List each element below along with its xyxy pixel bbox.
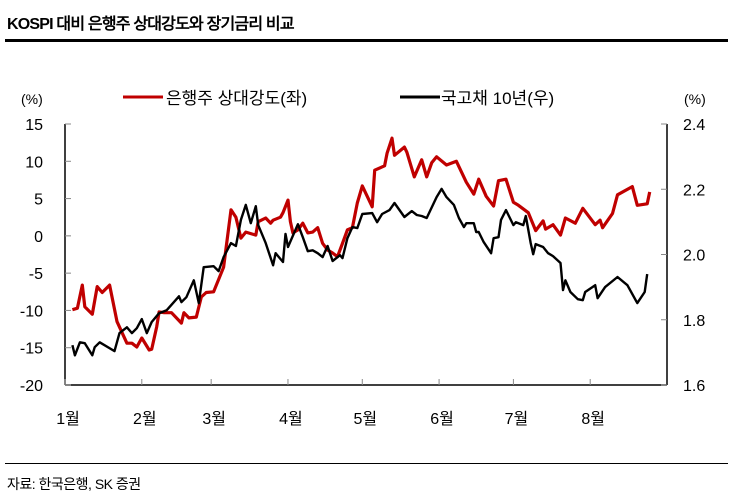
left-tick-label: -5 xyxy=(29,266,43,283)
left-tick-label: 5 xyxy=(34,192,43,209)
left-axis-unit: (%) xyxy=(21,91,43,107)
ktb-10y-line xyxy=(71,187,649,357)
right-tick-label: 2.0 xyxy=(683,248,705,265)
right-tick-label: 2.2 xyxy=(683,182,705,199)
x-tick-label: 3월 xyxy=(202,410,226,428)
bank-relative-strength-line xyxy=(71,136,652,352)
footer-divider xyxy=(5,463,728,464)
left-tick-label: 0 xyxy=(34,229,43,246)
chart-title: KOSPI 대비 은행주 상대강도와 장기금리 비교 xyxy=(7,16,295,33)
x-tick-label: 6월 xyxy=(430,410,454,428)
title-divider xyxy=(5,39,728,42)
left-tick-label: -10 xyxy=(20,303,43,320)
left-tick-label: 10 xyxy=(25,154,43,171)
x-tick-label: 2월 xyxy=(133,410,157,428)
right-tick-label: 1.6 xyxy=(683,378,705,395)
legend-label: 은행주 상대강도(좌) xyxy=(166,89,307,108)
x-tick-label: 5월 xyxy=(353,410,377,428)
left-tick-label: -20 xyxy=(20,378,43,395)
x-tick-label: 7월 xyxy=(505,410,529,428)
right-axis-unit: (%) xyxy=(684,91,706,107)
source-note: 자료: 한국은행, SK 증권 xyxy=(7,476,141,492)
legend-label: 국고채 10년(우) xyxy=(441,89,554,108)
left-tick-label: 15 xyxy=(25,117,43,134)
x-tick-label: 1월 xyxy=(56,410,80,428)
left-tick-label: -15 xyxy=(20,341,43,358)
x-tick-label: 4월 xyxy=(279,410,303,428)
right-tick-label: 1.8 xyxy=(683,313,705,330)
right-tick-label: 2.4 xyxy=(683,117,705,134)
x-tick-label: 8월 xyxy=(581,410,605,428)
